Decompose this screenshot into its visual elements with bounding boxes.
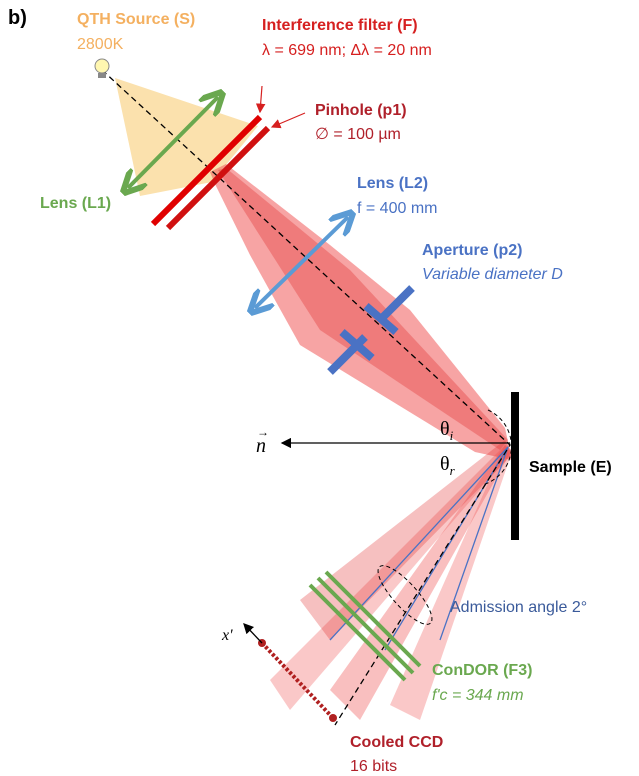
bulb-base xyxy=(98,73,106,78)
ccd-end xyxy=(329,714,337,722)
ccd-axis-arrow xyxy=(243,623,263,644)
theta-symbol: θ xyxy=(440,453,450,475)
theta-sub: i xyxy=(450,428,454,443)
condor-detail: f'c = 344 mm xyxy=(432,687,524,704)
admission-ellipse xyxy=(377,565,433,625)
ccd xyxy=(260,641,335,720)
angle-arc xyxy=(481,409,512,486)
aperture xyxy=(327,285,415,375)
reflected-beam xyxy=(270,445,510,710)
vector-arrow: → xyxy=(257,425,269,439)
filter-pointer xyxy=(255,85,266,114)
normal-symbol: n xyxy=(256,435,266,457)
lens-l2 xyxy=(255,217,348,308)
pinhole-pointer xyxy=(270,112,306,129)
interference-filter xyxy=(150,114,263,227)
lens2-detail: f = 400 mm xyxy=(357,200,437,217)
sample xyxy=(511,392,519,540)
sample-title: Sample (E) xyxy=(529,459,612,476)
theta-sub: r xyxy=(450,463,456,478)
reflected-beam xyxy=(300,440,512,640)
theta-r: θr xyxy=(440,453,456,478)
optical-axis xyxy=(101,69,511,726)
ccd-axis-label: x' xyxy=(221,627,233,644)
filter-title: Interference filter (F) xyxy=(262,17,418,34)
panel-label: b) xyxy=(8,7,27,29)
source-detail: 2800K xyxy=(77,36,124,53)
aperture-detail: Variable diameter D xyxy=(422,266,563,283)
condor-lenses xyxy=(308,570,422,682)
bulb xyxy=(94,58,110,74)
lens1-title: Lens (L1) xyxy=(40,195,111,212)
aperture-title: Aperture (p2) xyxy=(422,242,522,259)
reflected-beam xyxy=(390,445,512,720)
pinhole-title: Pinhole (p1) xyxy=(315,102,407,119)
pinhole xyxy=(165,125,271,231)
pinhole-detail: ∅ = 100 µm xyxy=(315,126,401,143)
admission-title: Admission angle 2° xyxy=(450,599,587,616)
lens2-title: Lens (L2) xyxy=(357,175,428,192)
source-title: QTH Source (S) xyxy=(77,11,195,28)
condor-title: ConDOR (F3) xyxy=(432,662,532,679)
ccd-title: Cooled CCD xyxy=(350,734,443,751)
lens-l1 xyxy=(128,97,218,188)
theta-i: θi xyxy=(440,418,454,443)
ccd-detail: 16 bits xyxy=(350,758,397,775)
theta-symbol: θ xyxy=(440,418,450,440)
filter-detail: λ = 699 nm; Δλ = 20 nm xyxy=(262,42,432,59)
